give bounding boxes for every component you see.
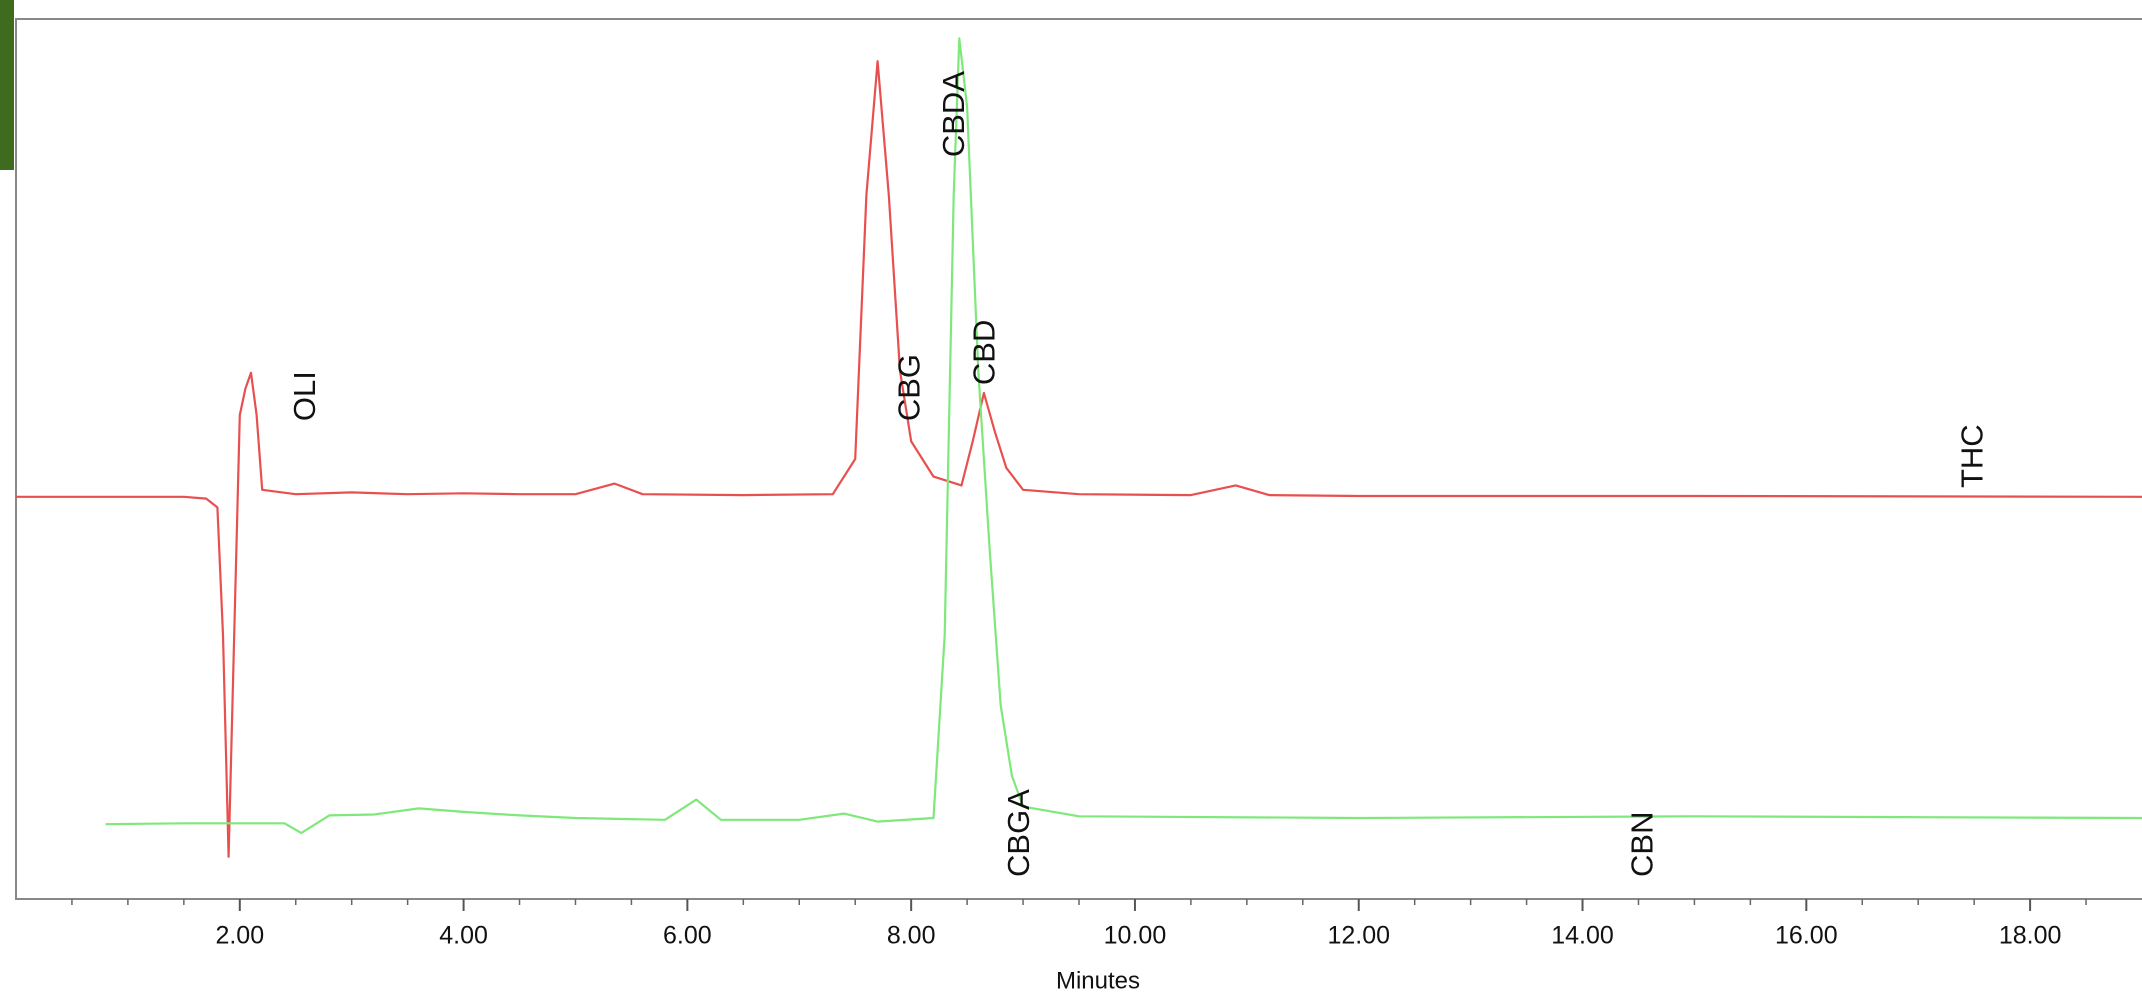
peak-label: CBG [891, 354, 926, 421]
peak-label: CBD [966, 320, 1001, 385]
x-tick-label: 2.00 [215, 922, 264, 950]
peak-label: CBN [1624, 812, 1659, 877]
x-tick-label: 8.00 [887, 922, 936, 950]
peak-label: CBDA [936, 71, 971, 157]
x-tick-label: 4.00 [439, 922, 488, 950]
peak-label: CBGA [1001, 789, 1036, 877]
x-tick-label: 14.00 [1551, 922, 1614, 950]
peak-label: THC [1954, 424, 1989, 488]
side-tab [0, 0, 14, 170]
trace-line [16, 60, 2142, 858]
x-tick-label: 18.00 [1999, 922, 2062, 950]
x-axis-title: Minutes [1056, 967, 1140, 994]
x-tick-label: 16.00 [1775, 922, 1838, 950]
x-tick-label: 6.00 [663, 922, 712, 950]
x-tick-label: 10.00 [1104, 922, 1167, 950]
trace-line [105, 37, 2142, 835]
peak-label: OLI [287, 371, 322, 421]
x-tick-label: 12.00 [1327, 922, 1390, 950]
plot-frame [15, 18, 2142, 900]
